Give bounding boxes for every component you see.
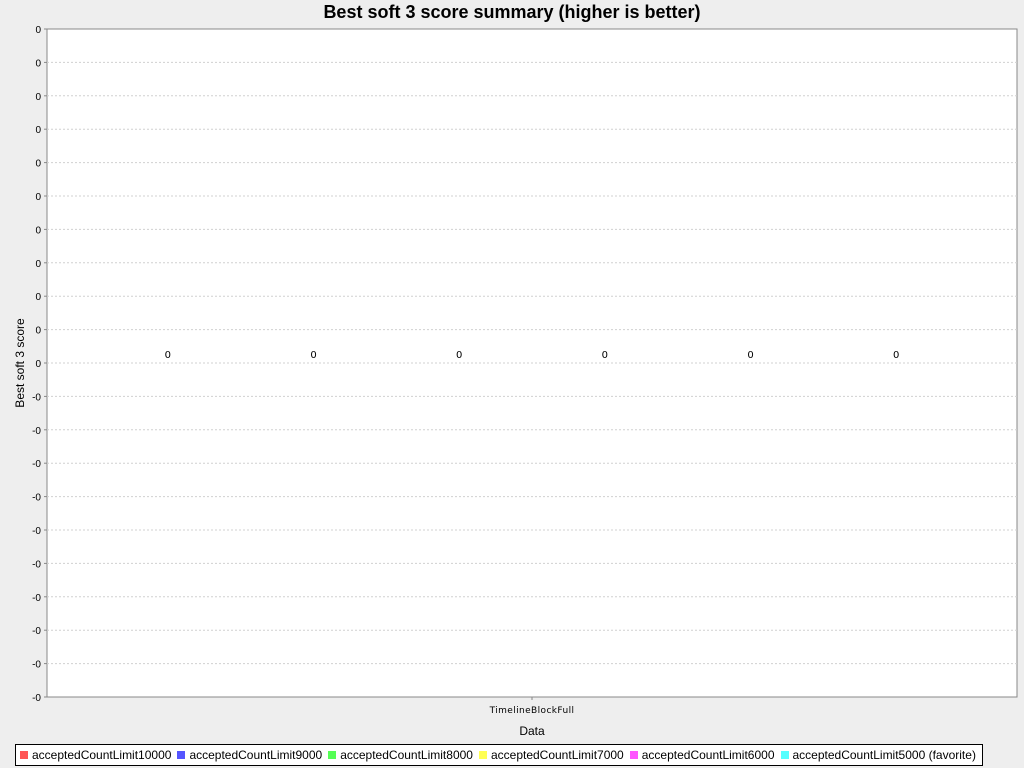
data-label: 0 <box>747 350 753 361</box>
y-tick-label: -0 <box>32 426 41 437</box>
gridlines <box>47 61 1017 665</box>
y-tick-label: 0 <box>35 125 41 136</box>
x-tick-label: TimelineBlockFull <box>489 706 575 716</box>
legend-label: acceptedCountLimit8000 <box>340 748 473 762</box>
y-tick-label: -0 <box>32 559 41 570</box>
y-tick-label: -0 <box>32 392 41 403</box>
data-label: 0 <box>165 350 171 361</box>
legend-swatch <box>478 751 487 759</box>
data-labels: 0 0 0 0 0 0 <box>165 350 900 361</box>
y-tick-label: 0 <box>35 159 41 170</box>
legend-swatch <box>629 751 638 759</box>
legend-label: acceptedCountLimit10000 <box>32 748 172 762</box>
y-tick-label: 0 <box>35 58 41 69</box>
x-axis-label: Data <box>519 724 545 738</box>
y-tick-label: 0 <box>35 359 41 370</box>
legend-swatch <box>20 751 28 759</box>
legend-label: acceptedCountLimit9000 <box>189 748 323 762</box>
legend: acceptedCountLimit10000 acceptedCountLimi… <box>15 744 983 766</box>
legend-item: acceptedCountLimit5000 (favorite) <box>780 748 976 762</box>
legend-item: acceptedCountLimit10000 <box>20 748 171 762</box>
y-tick-label: 0 <box>35 326 41 337</box>
y-tick-label: 0 <box>35 25 41 36</box>
legend-item: acceptedCountLimit8000 <box>328 748 473 762</box>
legend-swatch <box>780 751 789 759</box>
data-label: 0 <box>602 350 608 361</box>
legend-item: acceptedCountLimit7000 <box>478 748 624 762</box>
x-axis-ticks: TimelineBlockFull <box>489 697 575 716</box>
data-label: 0 <box>310 350 316 361</box>
legend-swatch <box>177 751 186 759</box>
y-tick-label: 0 <box>35 92 41 103</box>
legend-item: acceptedCountLimit9000 <box>177 748 322 762</box>
legend-label: acceptedCountLimit7000 <box>490 748 624 762</box>
legend-label: acceptedCountLimit6000 <box>641 748 775 762</box>
y-tick-label: -0 <box>32 660 41 671</box>
y-axis-label: Best soft 3 score <box>13 318 27 408</box>
y-tick-label: -0 <box>32 626 41 637</box>
chart-title: Best soft 3 score summary (higher is bet… <box>323 2 701 22</box>
legend-item: acceptedCountLimit6000 <box>629 748 775 762</box>
y-tick-label: 0 <box>35 292 41 303</box>
y-tick-label: -0 <box>32 493 41 504</box>
legend-swatch <box>328 751 337 759</box>
y-axis-ticks: 0 0 0 0 0 0 0 0 0 0 0 -0 -0 -0 -0 -0 -0 -0 -0 -0 -0 <box>32 25 47 704</box>
y-tick-label: -0 <box>32 459 41 470</box>
y-tick-label: -0 <box>32 693 41 704</box>
y-tick-label: 0 <box>35 192 41 203</box>
y-tick-label: 0 <box>35 259 41 270</box>
legend-label: acceptedCountLimit5000 (favorite) <box>792 748 976 762</box>
y-tick-label: -0 <box>32 593 41 604</box>
y-tick-label: 0 <box>35 225 41 236</box>
data-label: 0 <box>456 350 462 361</box>
data-label: 0 <box>893 350 899 361</box>
y-tick-label: -0 <box>32 526 41 537</box>
